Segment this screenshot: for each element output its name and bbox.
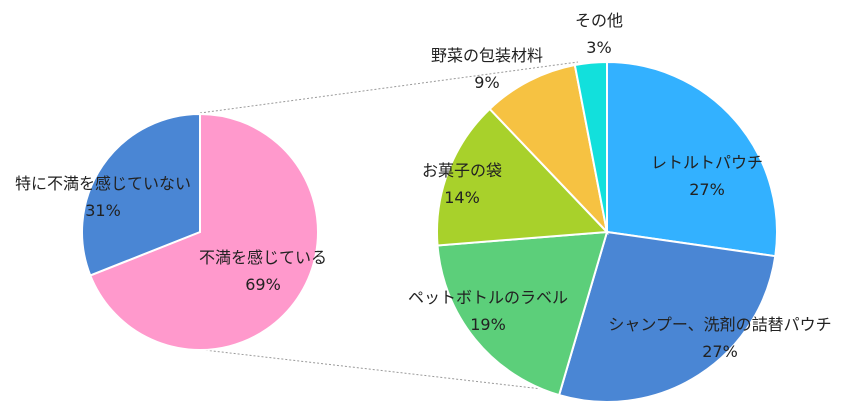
main-pie-slice-1 <box>81 112 201 277</box>
main-pie-value-label-0: 69% <box>245 275 281 294</box>
breakdown-pie <box>436 60 778 403</box>
breakdown-pie-value-label-5: 3% <box>586 38 611 57</box>
breakdown-pie-label-4: 野菜の包装材料 <box>431 46 543 65</box>
connector-line-top <box>199 61 579 114</box>
breakdown-pie-slice-5 <box>573 60 608 233</box>
breakdown-pie-value-label-3: 14% <box>444 188 480 207</box>
main-pie-label-0: 不満を感じている <box>199 248 327 267</box>
breakdown-pie-value-label-0: 27% <box>689 180 725 199</box>
breakdown-pie-label-2: ペットボトルのラベル <box>408 288 568 307</box>
breakdown-pie-label-5: その他 <box>575 11 623 30</box>
breakdown-pie-label-0: レトルトパウチ <box>651 153 763 172</box>
main-pie-label-1: 特に不満を感じていない <box>15 174 191 193</box>
connector-line-bottom <box>177 346 569 393</box>
main-pie-slice-0 <box>88 112 319 351</box>
breakdown-pie-slice-4 <box>488 63 609 236</box>
breakdown-pie-value-label-4: 9% <box>474 73 499 92</box>
breakdown-pie-value-label-2: 19% <box>470 315 506 334</box>
breakdown-pie-label-3: お菓子の袋 <box>422 161 502 180</box>
connector-lines <box>177 61 579 393</box>
breakdown-pie-label-1: シャンプー、洗剤の詰替パウチ <box>608 315 831 334</box>
data-labels: 不満を感じている 69% 特に不満を感じていない 31% レトルトパウチ 27% シャンプー… <box>15 11 832 361</box>
breakdown-pie-slice-3 <box>436 107 610 247</box>
breakdown-pie-value-label-1: 27% <box>702 342 738 361</box>
main-pie <box>81 112 319 351</box>
main-pie-value-label-1: 31% <box>85 201 121 220</box>
breakdown-pie-slice-1 <box>557 230 777 403</box>
breakdown-pie-slice-2 <box>436 230 609 397</box>
breakdown-pie-slice-0 <box>606 60 778 258</box>
